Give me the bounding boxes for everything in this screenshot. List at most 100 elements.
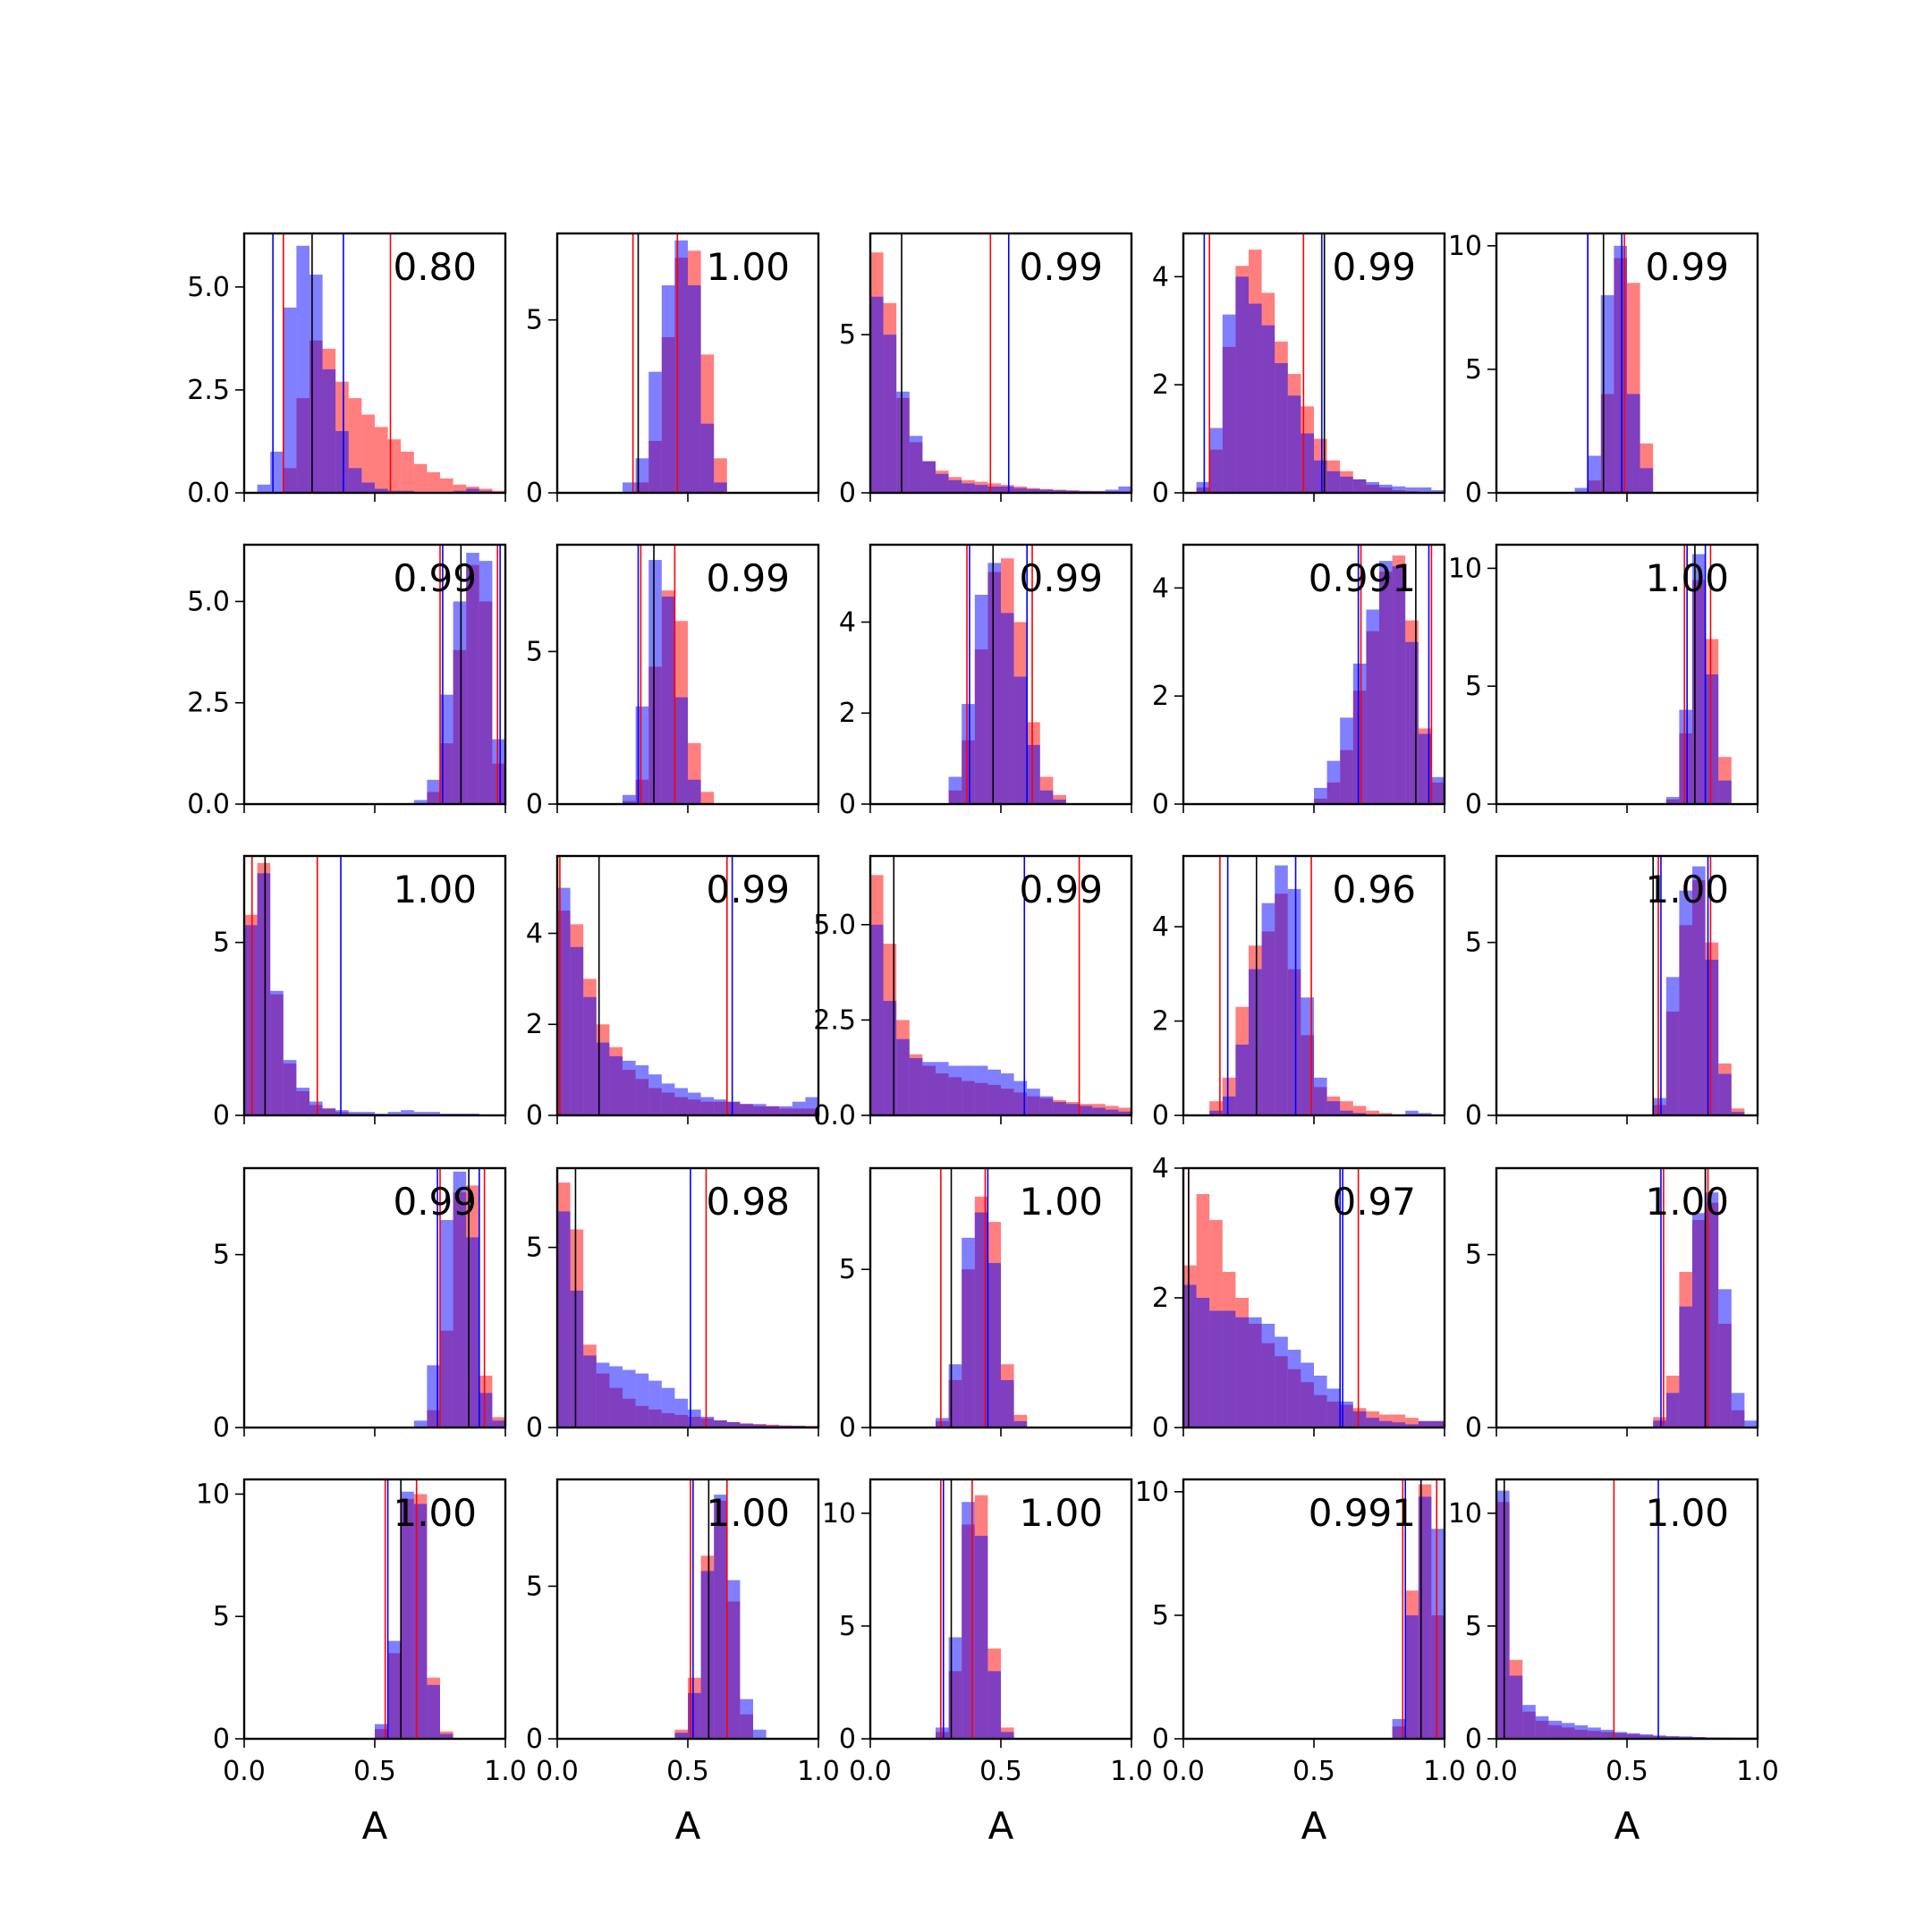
hist-bar-blue — [1679, 1306, 1692, 1428]
hist-bar-blue — [974, 594, 988, 804]
hist-bar-blue — [635, 1373, 649, 1428]
hist-bar-blue — [1001, 1732, 1014, 1739]
hist-bar-blue — [1340, 1110, 1353, 1115]
hist-bar-blue — [766, 1425, 780, 1428]
hist-bar-blue — [896, 1038, 910, 1115]
hist-bar-blue — [1261, 1324, 1275, 1428]
hist-bar-blue — [1183, 1284, 1197, 1428]
x-tick-label: 0.0 — [1475, 1756, 1518, 1787]
panel-r3-c3: 0 2 4 0.97 — [1152, 1153, 1446, 1444]
hist-bar-blue — [1574, 1724, 1589, 1739]
hist-bar-blue — [1496, 1490, 1510, 1739]
y-tick-label: 5 — [526, 1571, 543, 1602]
panel-r2-c1: 0 2 4 0.99 — [526, 854, 820, 1131]
hist-bar-blue — [1379, 484, 1393, 493]
hist-bar-blue — [987, 486, 1001, 493]
panel-value-label: 0.80 — [393, 245, 477, 289]
y-tick-label: 2 — [1152, 1283, 1169, 1314]
hist-bar-blue — [1405, 1614, 1419, 1739]
hist-bar-blue — [1196, 481, 1210, 493]
hist-bar-blue — [361, 1112, 375, 1115]
hist-bar-blue — [322, 1108, 336, 1115]
panel-value-label: 1.00 — [393, 1491, 477, 1535]
hist-bar-blue — [726, 1421, 741, 1428]
hist-bar-blue — [1209, 1110, 1223, 1115]
panel-value-label: 0.99 — [1332, 245, 1416, 289]
y-tick-label: 2.5 — [187, 688, 230, 719]
hist-bar-blue — [1392, 486, 1406, 493]
panel-value-label: 0.99 — [1019, 556, 1103, 600]
hist-bar-blue — [1118, 486, 1131, 493]
x-tick-label: 1.0 — [1423, 1756, 1466, 1787]
hist-bar-blue — [413, 1420, 428, 1428]
hist-bar-blue — [1249, 303, 1262, 493]
hist-bar-blue — [466, 488, 479, 493]
panel-r0-c0: 0.0 2.5 5.0 0.80 — [187, 232, 507, 509]
y-tick-label: 5 — [526, 636, 543, 667]
hist-bar-blue — [1392, 566, 1406, 804]
x-tick-label: 0.0 — [1162, 1756, 1205, 1787]
hist-bar-blue — [1665, 1393, 1680, 1428]
hist-bar-blue — [1275, 1336, 1288, 1428]
hist-bar-blue — [322, 369, 336, 493]
x-axis-label: A — [362, 1804, 388, 1848]
panel-r0-c3: 0 2 4 0.99 — [1152, 232, 1446, 509]
y-tick-label: 4 — [839, 606, 856, 638]
panel-value-label: 0.98 — [706, 1180, 790, 1224]
hist-bar-blue — [609, 1055, 623, 1115]
hist-bar-blue — [948, 1065, 962, 1115]
hist-bar-blue — [1066, 1104, 1080, 1115]
x-tick-label: 0.5 — [353, 1756, 396, 1787]
hist-bar-blue — [714, 1495, 727, 1739]
hist-bar-blue — [623, 1060, 636, 1115]
hist-bar-blue — [753, 1729, 767, 1739]
hist-bar-blue — [1653, 1097, 1666, 1115]
hist-bar-blue — [896, 391, 910, 493]
hist-bar-red — [375, 427, 388, 493]
hist-bar-blue — [1653, 1735, 1666, 1739]
hist-bar-blue — [1249, 969, 1262, 1115]
hist-bar-blue — [427, 779, 440, 804]
y-tick-label: 0 — [839, 1724, 856, 1755]
y-tick-label: 2.5 — [187, 375, 230, 406]
hist-bar-blue — [1235, 276, 1249, 493]
hist-bar-blue — [674, 1733, 688, 1739]
y-tick-label: 0 — [839, 478, 856, 509]
panel-r3-c1: 050.98 — [526, 1166, 820, 1444]
hist-bar-blue — [661, 1083, 675, 1115]
y-tick-label: 5 — [213, 1240, 230, 1271]
hist-bar-blue — [936, 1727, 949, 1739]
hist-bar-blue — [1326, 470, 1341, 493]
hist-bar-blue — [974, 1065, 988, 1115]
hist-bar-blue — [1222, 1310, 1236, 1428]
hist-bar-blue — [962, 704, 975, 804]
hist-bar-blue — [1600, 1729, 1614, 1739]
hist-bar-blue — [1275, 865, 1288, 1115]
hist-bar-blue — [1679, 1736, 1692, 1739]
panel-r3-c2: 051.00 — [839, 1166, 1133, 1444]
hist-bar-red — [453, 484, 467, 493]
x-tick-label: 0.5 — [1606, 1756, 1648, 1787]
hist-bar-blue — [805, 1097, 818, 1115]
hist-bar-blue — [1718, 1073, 1732, 1115]
panel-value-label: 1.00 — [1019, 1491, 1103, 1535]
hist-bar-blue — [401, 1110, 414, 1115]
hist-bar-blue — [753, 1424, 767, 1428]
x-axis-label: A — [1614, 1804, 1640, 1848]
x-tick-label: 0.0 — [223, 1756, 266, 1787]
hist-bar-red — [413, 463, 428, 493]
hist-bar-blue — [1665, 1735, 1680, 1739]
y-tick-label: 5 — [1465, 1240, 1482, 1271]
hist-bar-blue — [466, 553, 479, 804]
hist-bar-blue — [936, 1062, 949, 1115]
hist-bar-blue — [453, 1171, 467, 1428]
hist-bar-blue — [726, 1580, 741, 1739]
panel-value-label: 1.00 — [706, 1491, 790, 1535]
y-tick-label: 4 — [1152, 261, 1169, 292]
hist-bar-blue — [1418, 487, 1432, 493]
x-tick-label: 1.0 — [1110, 1756, 1153, 1787]
panel-value-label: 0.99 — [1019, 868, 1103, 911]
y-tick-label: 10 — [1135, 1477, 1169, 1508]
hist-bar-blue — [1522, 1705, 1536, 1739]
